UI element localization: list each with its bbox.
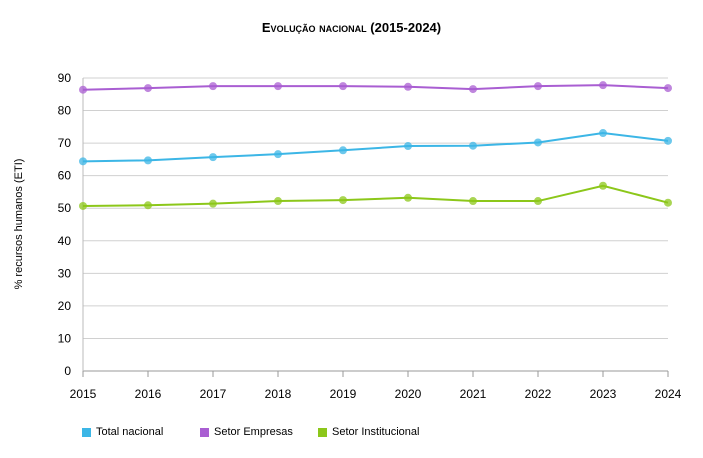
y-tick-label: 20: [58, 299, 72, 313]
series-line-0: [82, 132, 669, 163]
y-tick-label: 70: [58, 136, 72, 150]
legend-swatch: [200, 427, 209, 437]
x-tick-label: 2022: [525, 387, 552, 401]
data-point: [404, 82, 412, 91]
legend-label: Total nacional: [96, 426, 164, 438]
data-point: [534, 82, 542, 91]
x-tick-label: 2015: [70, 387, 97, 401]
y-tick-label: 10: [58, 331, 72, 345]
series-line-1: [82, 84, 669, 91]
data-point: [534, 197, 542, 206]
x-tick-label: 2021: [460, 387, 487, 401]
chart-title: Evolução nacional (2015-2024): [261, 20, 442, 35]
data-point: [599, 81, 607, 90]
x-tick-label: 2023: [590, 387, 617, 401]
data-point: [274, 82, 282, 91]
data-point: [144, 156, 152, 165]
x-tick-label: 2019: [330, 387, 357, 401]
data-point: [209, 199, 217, 208]
y-tick-label: 80: [58, 104, 72, 118]
y-tick-label: 30: [58, 266, 72, 280]
series-line-2: [82, 184, 669, 207]
x-tick-label: 2024: [655, 387, 682, 401]
legend-swatch: [82, 427, 91, 437]
data-point: [599, 181, 607, 190]
data-point: [339, 82, 347, 91]
data-point: [79, 157, 87, 166]
data-point: [599, 129, 607, 138]
x-tick-label: 2020: [395, 387, 422, 401]
legend: Total nacional Setor Empresas Setor Instit…: [82, 426, 458, 438]
data-point: [144, 84, 152, 93]
legend-item[interactable]: Total nacional: [82, 426, 200, 438]
data-point: [664, 136, 672, 145]
data-point: [209, 82, 217, 91]
data-point: [339, 146, 347, 155]
data-point: [664, 198, 672, 207]
x-tick-label: 2016: [135, 387, 162, 401]
y-axis-label: % recursos humanos (ETI): [13, 159, 25, 290]
data-point: [209, 153, 217, 162]
data-point: [339, 196, 347, 205]
data-point: [469, 141, 477, 150]
data-point: [664, 84, 672, 93]
data-point: [274, 150, 282, 159]
data-point: [404, 142, 412, 151]
legend-swatch: [318, 427, 327, 437]
data-point: [144, 201, 152, 210]
y-tick-label: 0: [64, 364, 71, 378]
data-point: [469, 85, 477, 94]
legend-label: Setor Empresas: [214, 426, 293, 438]
data-point: [404, 193, 412, 202]
y-tick-label: 50: [58, 201, 72, 215]
data-point: [79, 201, 87, 210]
legend-label: Setor Institucional: [332, 426, 420, 438]
data-point: [469, 197, 477, 206]
x-tick-label: 2017: [200, 387, 227, 401]
data-point: [534, 138, 542, 147]
data-point: [274, 197, 282, 206]
x-tick-label: 2018: [265, 387, 292, 401]
y-tick-label: 60: [58, 169, 72, 183]
legend-item[interactable]: Setor Institucional: [318, 426, 458, 438]
data-point: [79, 85, 87, 94]
y-tick-label: 90: [58, 71, 72, 85]
legend-item[interactable]: Setor Empresas: [200, 426, 318, 438]
y-tick-label: 40: [58, 234, 72, 248]
